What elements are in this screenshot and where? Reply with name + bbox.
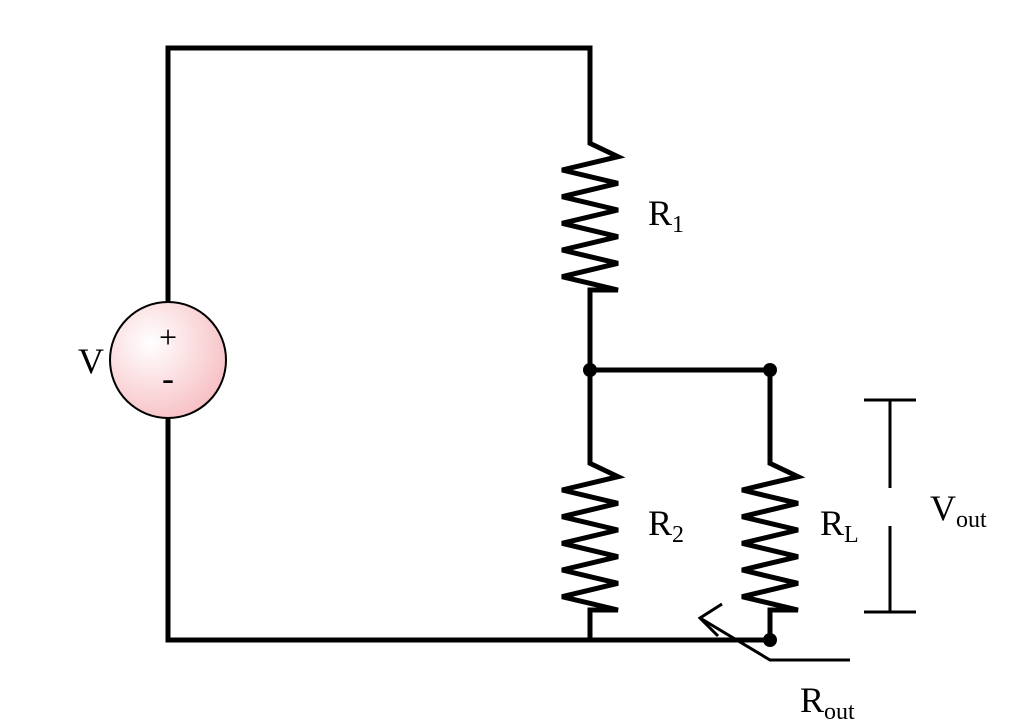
label-vout: Vout	[930, 488, 987, 533]
label-rl: RL	[820, 503, 859, 548]
source-minus: -	[162, 358, 174, 398]
source-plus: +	[159, 319, 177, 355]
label-v: V	[78, 341, 104, 381]
label-r2: R2	[648, 503, 684, 548]
label-rout: Rout	[800, 680, 855, 725]
circuit-diagram: +- V R1 R2 RL Vout Rout	[0, 0, 1024, 727]
label-r1: R1	[648, 193, 684, 238]
